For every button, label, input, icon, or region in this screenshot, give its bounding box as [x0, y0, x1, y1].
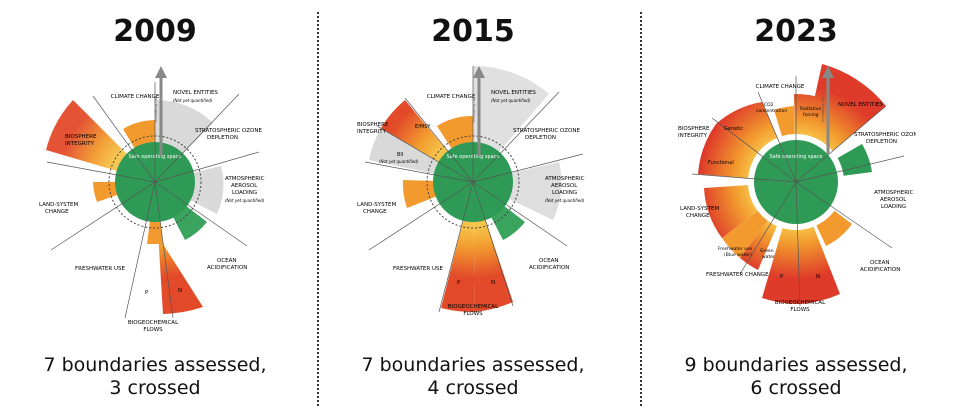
label-genetic: Genetic [724, 126, 744, 132]
label-p: P [457, 280, 461, 286]
label-aerosol-2: AEROSOL [880, 197, 907, 203]
label-aerosol: ATMOSPHERIC [225, 176, 265, 182]
year-heading: 2015 [431, 14, 515, 49]
label-n: N [816, 274, 820, 280]
label-n: N [178, 288, 182, 294]
label-bio: BIOGEOCHEMICAL [448, 304, 499, 310]
summary-line-1: 9 boundaries assessed, [684, 354, 908, 376]
divider-left [317, 12, 319, 406]
label-aerosol-3: LOADING [232, 190, 257, 196]
label-forcing: Radiative [800, 106, 821, 112]
boundaries-diagram: Safe operating space CLIMATE CHANGE NOVE… [39, 66, 265, 332]
label-land-2: CHANGE [686, 213, 710, 219]
divider-right [640, 12, 642, 406]
summary-line-1: 7 boundaries assessed, [43, 354, 267, 376]
label-aerosol-2: AEROSOL [551, 183, 578, 189]
label-functional: Functional [708, 160, 734, 166]
label-emsy: E/MSY [415, 124, 431, 130]
label-freshwater: FRESHWATER USE [393, 266, 443, 272]
label-bio: BIOGEOCHEMICAL [128, 320, 179, 326]
year-heading: 2009 [113, 14, 197, 49]
label-climate-change: CLIMATE CHANGE [427, 94, 476, 100]
summary-text: 7 boundaries assessed, 3 crossed [5, 354, 305, 400]
summary-line-1: 7 boundaries assessed, [361, 354, 585, 376]
label-green-water: Green [760, 248, 774, 254]
label-land: LAND-SYSTEM [357, 202, 396, 208]
label-ozone: STRATOSPHERIC OZONE [854, 132, 916, 138]
label-biosphere-2: INTEGRITY [678, 133, 708, 139]
label-climate-change: CLIMATE CHANGE [111, 94, 160, 100]
risk-arrow-label: Increasing risk [821, 96, 825, 122]
label-novel-note: (Not yet quantified) [173, 98, 213, 103]
label-co2: CO2 [764, 102, 774, 108]
panel-2023: 2023 Safe operating space [646, 0, 946, 418]
boundaries-diagram: Safe operating space CLIMATE CHANGE CO2 … [678, 64, 916, 313]
summary-line-2: 6 crossed [750, 377, 842, 399]
label-novel-entities: NOVEL ENTITIES [173, 90, 218, 96]
label-bio-2: FLOWS [790, 307, 810, 313]
label-ocean-2: ACIDIFICATION [207, 265, 247, 271]
summary-text: 7 boundaries assessed, 4 crossed [323, 354, 623, 400]
label-ocean: OCEAN [539, 258, 559, 264]
label-aerosol-2: AEROSOL [231, 183, 258, 189]
label-novel-entities: NOVEL ENTITIES [491, 90, 536, 96]
label-ozone-2: DEPLETION [525, 135, 556, 141]
panel-2009: 2009 Safe operating space [5, 0, 305, 418]
label-bio: BIOGEOCHEMICAL [775, 300, 826, 306]
summary-line-2: 4 crossed [427, 377, 519, 399]
label-ozone-2: DEPLETION [207, 135, 238, 141]
label-green-water-2: water [762, 254, 775, 260]
wedge-nitrogen [155, 182, 203, 314]
label-ocean-2: ACIDIFICATION [529, 265, 569, 271]
label-blue-water: Freshwater use [718, 246, 752, 252]
label-bio-2: FLOWS [463, 311, 483, 317]
label-biosphere-2: INTEGRITY [65, 141, 95, 147]
label-freshwater: FRESHWATER CHANGE [706, 272, 769, 278]
label-biosphere: BIOSPHERE [678, 126, 710, 132]
label-freshwater: FRESHWATER USE [75, 266, 125, 272]
label-ozone: STRATOSPHERIC OZONE [195, 128, 262, 134]
label-p: P [145, 290, 149, 296]
label-biosphere: BIOSPHERE [65, 134, 97, 140]
label-blue-water-2: (Blue water) [724, 252, 752, 258]
label-climate-change: CLIMATE CHANGE [756, 84, 805, 90]
summary-line-2: 3 crossed [109, 377, 201, 399]
summary-text: 9 boundaries assessed, 6 crossed [646, 354, 946, 400]
label-aerosol-3: LOADING [881, 204, 906, 210]
label-bio-2: FLOWS [143, 327, 163, 332]
label-novel-note: (Not yet quantified) [491, 98, 531, 103]
label-biosphere: BIOSPHERE [357, 122, 389, 128]
label-aerosol-3: LOADING [552, 190, 577, 196]
year-heading: 2023 [754, 14, 838, 49]
label-novel-entities: NOVEL ENTITIES [838, 102, 883, 108]
label-bii-note: (Not yet quantified) [379, 159, 419, 164]
label-ocean: OCEAN [217, 258, 237, 264]
label-land-2: CHANGE [363, 209, 387, 215]
label-biosphere-2: INTEGRITY [357, 129, 387, 135]
boundaries-diagram: Safe operating space CLIMATE CHANGE NOVE… [357, 65, 585, 317]
label-land: LAND-SYSTEM [680, 206, 719, 212]
wedge-aerosol [473, 162, 562, 220]
risk-arrow-label: Increasing risk [154, 96, 158, 122]
panel-2015: 2015 Safe operating space [323, 0, 623, 418]
label-aerosol-note: (Not yet quantified) [225, 198, 265, 203]
risk-arrow-label: Increasing risk [472, 96, 476, 122]
label-aerosol-note: (Not yet quantified) [545, 198, 585, 203]
label-co2-2: concentration [756, 108, 787, 114]
label-bii: BII [397, 152, 403, 158]
label-ocean: OCEAN [870, 260, 890, 266]
label-forcing-2: forcing [803, 112, 819, 118]
label-land: LAND-SYSTEM [39, 202, 78, 208]
label-aerosol: ATMOSPHERIC [545, 176, 585, 182]
label-aerosol: ATMOSPHERIC [874, 190, 914, 196]
label-n: N [491, 280, 495, 286]
label-ocean-2: ACIDIFICATION [860, 267, 900, 273]
label-p: P [780, 274, 784, 280]
label-ozone: STRATOSPHERIC OZONE [513, 128, 580, 134]
label-land-2: CHANGE [45, 209, 69, 215]
label-ozone-2: DEPLETION [866, 139, 897, 145]
